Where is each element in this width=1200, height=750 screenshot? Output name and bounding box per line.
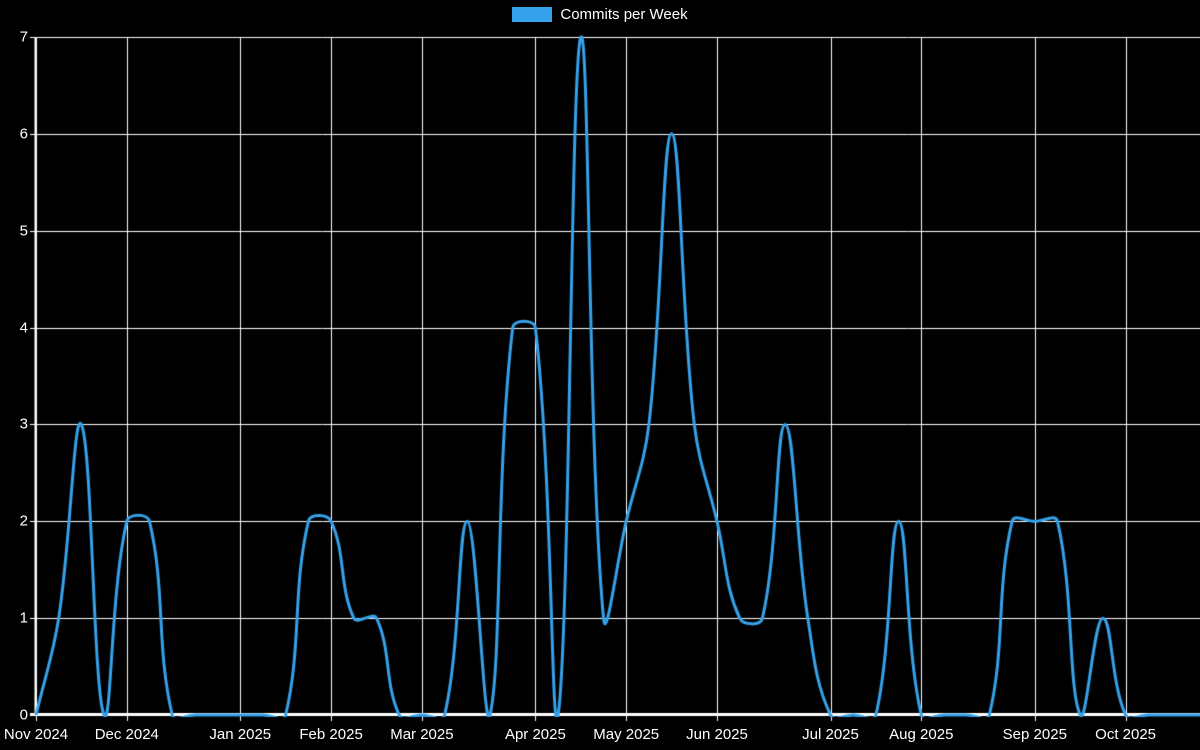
x-tick-label-aug-2025: Aug 2025 [889, 726, 954, 743]
x-tick-label-jan-2025: Jan 2025 [209, 726, 272, 743]
x-tick-label-jun-2025: Jun 2025 [686, 726, 748, 743]
y-tick-label-3: 3 [19, 415, 28, 433]
x-tick-label-dec-2024: Dec 2024 [94, 726, 159, 743]
y-tick-label-6: 6 [19, 125, 28, 143]
y-tick-label-4: 4 [19, 319, 28, 337]
x-tick-label-feb-2025: Feb 2025 [299, 726, 363, 743]
x-tick-label-sep-2025: Sep 2025 [1002, 726, 1067, 743]
legend-item-commits-per-week[interactable]: Commits per Week [512, 6, 688, 23]
x-tick-label-oct-2025: Oct 2025 [1095, 726, 1157, 743]
x-tick-label-nov-2024: Nov 2024 [3, 726, 69, 743]
x-tick-label-may-2025: May 2025 [593, 726, 660, 743]
legend-label: Commits per Week [560, 6, 688, 23]
x-tick-label-mar-2025: Mar 2025 [390, 726, 454, 743]
x-tick-label-apr-2025: Apr 2025 [504, 726, 566, 743]
x-tick-label-jul-2025: Jul 2025 [802, 726, 859, 743]
legend-color-swatch [512, 7, 553, 22]
y-tick-label-1: 1 [19, 609, 28, 627]
y-tick-label-0: 0 [19, 706, 28, 724]
y-tick-label-5: 5 [19, 222, 28, 240]
legend: Commits per Week [0, 6, 1200, 23]
y-tick-label-2: 2 [19, 512, 28, 530]
y-tick-label-7: 7 [19, 28, 28, 46]
